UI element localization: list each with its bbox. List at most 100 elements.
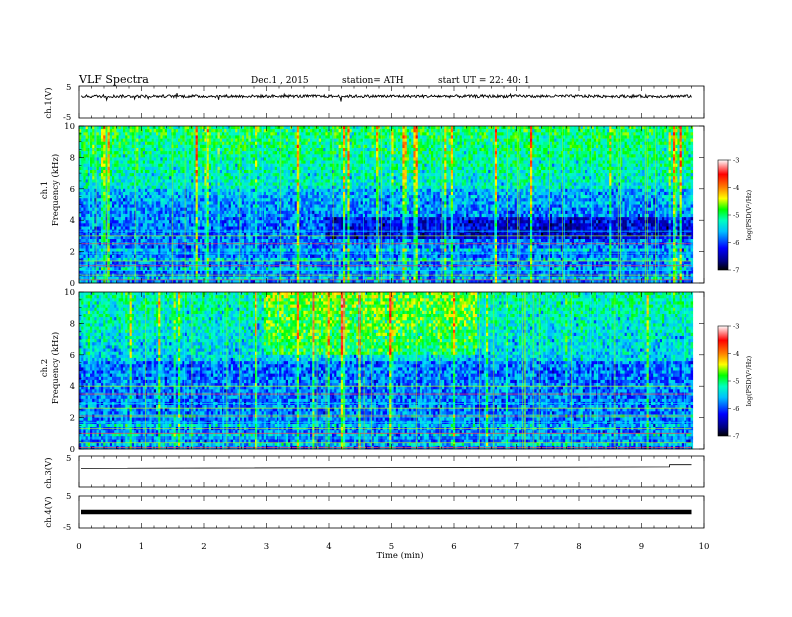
spectrogram-cell (94, 145, 97, 148)
spectrogram-cell (200, 157, 203, 160)
spectrogram-cell (152, 195, 155, 198)
spectrogram-cell (99, 157, 102, 160)
spectrogram-cell (169, 198, 172, 201)
spectrogram-cell (123, 208, 126, 211)
spectrogram-cell (226, 236, 229, 239)
spectrogram-cell (196, 157, 199, 160)
spectrogram-cell (180, 261, 183, 264)
spectrogram-cell (165, 270, 168, 273)
spectrogram-cell (160, 198, 163, 201)
spectrogram-cell (136, 132, 139, 135)
spectrogram-cell (266, 179, 269, 182)
spectrogram-cell (114, 255, 117, 258)
spectrogram-cell (116, 249, 119, 252)
spectrogram-cell (149, 214, 152, 217)
spectrogram-cell (130, 214, 133, 217)
spectrogram-cell (147, 205, 150, 208)
spectrogram-cell (121, 261, 124, 264)
spectrogram-cell (132, 164, 135, 167)
spectrogram-cell (127, 223, 129, 226)
spectrogram-cell (233, 245, 236, 248)
spectrogram-cell (178, 239, 181, 242)
spectrogram-cell (154, 236, 157, 239)
spectrogram-cell (191, 220, 194, 223)
spectrogram-cell (215, 249, 218, 252)
spectrogram-cell (121, 157, 124, 160)
spectrogram-cell (158, 201, 161, 204)
spectrogram-cell (101, 145, 104, 148)
spectrogram-cell (145, 195, 148, 198)
spectrogram-cell (163, 167, 166, 170)
spectrogram-cell (273, 164, 276, 167)
spectrogram-cell (259, 217, 262, 220)
spectrogram-cell (149, 227, 152, 230)
spectrogram-cell (174, 135, 177, 138)
spectrogram-cell (259, 151, 262, 154)
spectrogram-cell (83, 223, 86, 226)
spectrogram-cell (270, 270, 273, 273)
spectrogram-cell (108, 139, 111, 142)
spectrogram-cell (180, 176, 183, 179)
spectrogram-cell (187, 239, 190, 242)
spectrogram-cell (275, 239, 278, 242)
spectrogram-cell (257, 239, 260, 242)
spectrogram-cell (200, 261, 203, 264)
spectrogram-cell (211, 198, 214, 201)
spectrogram-cell (187, 148, 190, 151)
spectrogram-cell (226, 145, 229, 148)
spectrogram-cell (112, 186, 115, 189)
spectrogram-cell (220, 173, 223, 176)
spectrogram-cell (156, 186, 159, 189)
spectrogram-cell (171, 183, 174, 186)
spectrogram-cell (123, 126, 126, 129)
spectrogram-cell (182, 201, 185, 204)
spectrogram-cell (119, 148, 122, 151)
spectrogram-cell (119, 170, 122, 173)
spectrogram-cell (270, 214, 273, 217)
spectrogram-cell (108, 164, 111, 167)
spectrogram-cell (125, 220, 128, 223)
spectrogram-cell (187, 151, 190, 154)
spectrogram-cell (158, 255, 161, 258)
spectrogram-cell (112, 195, 115, 198)
spectrogram-cell (264, 220, 267, 223)
spectrogram-cell (163, 148, 166, 151)
spectrogram-cell (231, 157, 234, 160)
spectrogram-cell (231, 179, 234, 182)
spectrogram-cell (165, 239, 168, 242)
spectrogram-cell (255, 167, 258, 170)
spectrogram-cell (231, 173, 234, 176)
spectrogram-cell (178, 135, 181, 138)
spectrogram-cell (211, 173, 214, 176)
spectrogram-cell (132, 255, 135, 258)
spectrogram-cell (123, 139, 126, 142)
spectrogram-cell (97, 205, 100, 208)
spectrogram-cell (257, 186, 260, 189)
spectrogram-cell (101, 239, 104, 242)
spectrogram-cell (235, 139, 238, 142)
spectrogram-cell (259, 176, 262, 179)
spectrogram-cell (143, 173, 146, 176)
spectrogram-cell (266, 183, 269, 186)
spectrogram-cell (242, 211, 245, 214)
spectrogram-cell (147, 164, 150, 167)
spectrogram-cell (130, 198, 133, 201)
spectrogram-cell (103, 170, 106, 173)
spectrogram-cell (143, 142, 146, 145)
spectrogram-cell (110, 261, 113, 264)
spectrogram-cell (169, 161, 172, 164)
spectrogram-cell (202, 139, 205, 142)
spectrogram-cell (147, 170, 150, 173)
spectrogram-cell (101, 173, 104, 176)
spectrogram-cell (86, 126, 89, 129)
spectrogram-cell (220, 170, 223, 173)
spectrogram-cell (246, 223, 249, 226)
spectrogram-cell (266, 236, 269, 239)
spectrogram-cell (97, 179, 100, 182)
spectrogram-cell (127, 201, 129, 204)
spectrogram-cell (202, 126, 205, 129)
spectrogram-cell (99, 132, 102, 135)
spectrogram-cell (180, 170, 183, 173)
spectrogram-cell (147, 220, 150, 223)
